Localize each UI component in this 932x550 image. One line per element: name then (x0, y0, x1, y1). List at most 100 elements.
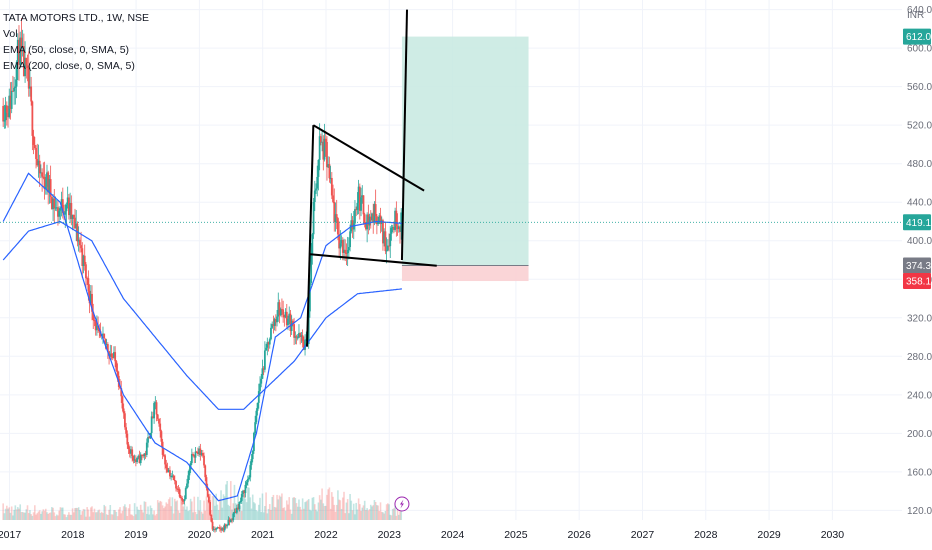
candle (272, 315, 275, 334)
volume-bar (221, 507, 224, 520)
candle-body (239, 500, 242, 502)
indicator-ema-200[interactable]: EMA (200, close, 0, SMA, 5) (3, 60, 135, 72)
candle (16, 33, 19, 81)
candle (76, 221, 79, 247)
volume-bar (165, 502, 168, 520)
volume-bar (30, 514, 32, 520)
candle-body (86, 278, 89, 280)
volume-bar (72, 512, 75, 520)
candle-body (42, 176, 45, 178)
candle-body (188, 469, 191, 476)
candle (263, 341, 266, 373)
candle-body (294, 336, 297, 338)
candle-body (332, 195, 334, 202)
candle-body (25, 57, 28, 66)
candle-body (13, 87, 16, 92)
candle (44, 174, 47, 195)
volume-bar (334, 511, 337, 520)
candle-body (207, 496, 210, 503)
y-tick-label: 240.00 (907, 390, 932, 401)
volume-bar (127, 508, 130, 520)
candle (222, 525, 225, 533)
candle (193, 454, 196, 464)
candle (14, 79, 17, 105)
candle (243, 489, 246, 498)
price-badge-bg (903, 257, 931, 274)
candle (195, 450, 198, 454)
volume-bar (216, 504, 219, 520)
y-tick-label: 280.00 (907, 352, 932, 363)
candle-body (311, 234, 314, 254)
candle-body (388, 245, 390, 247)
candle (210, 514, 213, 523)
candle-body (52, 198, 54, 210)
volume-bar (119, 507, 121, 520)
candle (267, 341, 270, 352)
x-tick-label: 2029 (757, 529, 781, 541)
volume-bar (247, 487, 249, 520)
candle (273, 317, 276, 331)
volume-bar (91, 506, 93, 520)
candle (251, 449, 254, 463)
volume-bar (344, 513, 347, 520)
indicator-volume[interactable]: Vol (3, 28, 18, 40)
volume-bar (395, 515, 398, 520)
candle (257, 383, 260, 409)
candle-body (21, 46, 24, 48)
candle-body (49, 179, 52, 197)
candle (169, 466, 171, 480)
price-badge-bg (903, 273, 931, 290)
candle (110, 345, 113, 360)
volume-bar (170, 506, 172, 520)
indicator-ema-50[interactable]: EMA (50, close, 0, SMA, 5) (3, 44, 130, 56)
candle-body (232, 513, 235, 521)
volume-bar (6, 505, 8, 520)
volume-bar (361, 507, 364, 520)
candle-body (155, 402, 158, 415)
candle-body (291, 320, 294, 325)
volume-bar (215, 493, 217, 520)
candle (154, 396, 157, 410)
candle-body (256, 402, 259, 411)
volume-bar (172, 513, 175, 520)
volume-bar (53, 512, 56, 520)
y-tick-label: 640.00 (907, 5, 932, 16)
candle-body (384, 231, 387, 252)
volume-bar (31, 515, 34, 520)
candle (48, 174, 51, 204)
volume-bar (124, 504, 126, 520)
volume-bar (141, 509, 143, 520)
candle (130, 445, 132, 459)
candle-body (300, 335, 303, 337)
candle-body (170, 476, 173, 478)
y-tick-label: 200.00 (907, 429, 932, 440)
candle-body (61, 199, 64, 214)
volume-bar (236, 510, 238, 520)
candle-body (254, 422, 257, 433)
candle (18, 25, 20, 81)
candle (121, 395, 124, 412)
candle-body (394, 210, 397, 230)
volume-bar (265, 492, 267, 520)
volume-bar (399, 510, 401, 520)
volume-bar (317, 502, 320, 520)
candle-body (341, 239, 344, 253)
candle-body (55, 207, 58, 209)
candle (237, 503, 239, 511)
candle-body (50, 196, 53, 210)
symbol-title[interactable]: TATA MOTORS LTD., 1W, NSE (3, 12, 150, 24)
candle (20, 18, 23, 63)
candle-body (89, 293, 92, 304)
candle-body (301, 335, 304, 342)
candle (83, 244, 86, 271)
candle-body (172, 475, 175, 480)
candle (255, 408, 258, 425)
volume-bar (160, 501, 163, 520)
volume-bar (249, 497, 252, 520)
candle-body (334, 214, 337, 223)
volume-bar (12, 515, 14, 520)
candle-body (54, 207, 57, 209)
candle (4, 96, 7, 129)
volume-bar (204, 510, 207, 520)
